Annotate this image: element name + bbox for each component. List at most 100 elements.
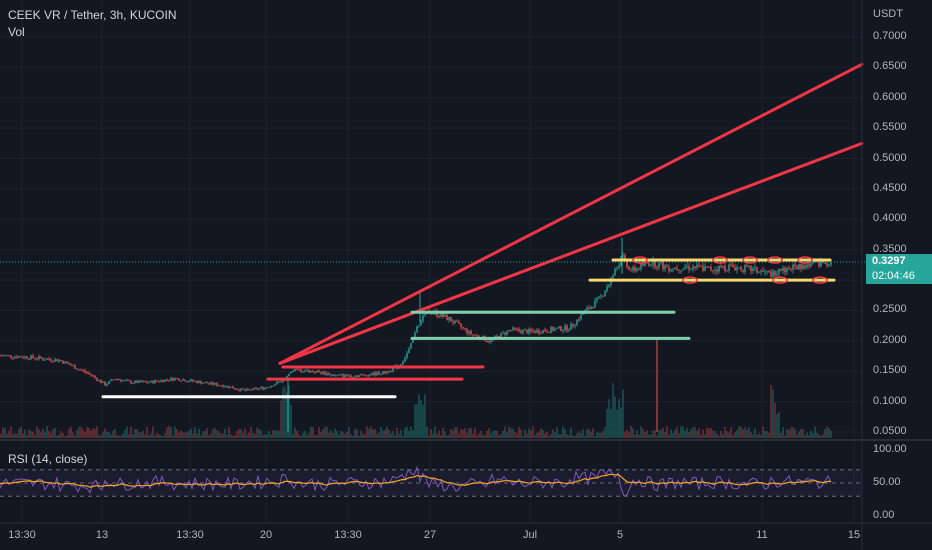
volume-bar <box>478 433 480 438</box>
volume-bar <box>280 400 282 438</box>
candle-body <box>112 379 114 381</box>
candle-body <box>16 356 18 358</box>
candle-body <box>34 357 36 359</box>
volume-bar <box>308 433 310 438</box>
volume-bar <box>588 429 590 438</box>
volume-bar <box>712 430 714 438</box>
volume-bar <box>578 431 580 438</box>
volume-bar <box>724 426 726 438</box>
touch-marker <box>767 256 783 264</box>
volume-bar <box>740 427 742 438</box>
candle-body <box>706 266 708 268</box>
candle-body <box>460 323 462 328</box>
candle-body <box>344 374 346 377</box>
volume-bar <box>106 432 108 438</box>
rsi-pane[interactable] <box>0 465 862 497</box>
volume-bar <box>700 434 702 438</box>
volume-bar <box>250 426 252 438</box>
candle-body <box>356 375 358 377</box>
candle-body <box>712 270 714 272</box>
candle-body <box>718 265 720 272</box>
volume-bar <box>116 434 118 438</box>
touch-marker <box>812 276 828 284</box>
candle-body <box>618 265 620 268</box>
candle-body <box>140 380 142 382</box>
volume-bar <box>602 430 604 438</box>
volume-bar <box>128 433 130 438</box>
candle-body <box>318 370 320 372</box>
rsi-label[interactable]: RSI (14, close) <box>8 452 88 466</box>
volume-bar <box>68 428 70 438</box>
candle-body <box>546 331 548 333</box>
candle-body <box>458 321 460 324</box>
volume-bar <box>548 435 550 438</box>
volume-bar <box>322 429 324 438</box>
volume-bar <box>220 433 222 438</box>
volume-bar <box>708 428 710 438</box>
candle-body <box>98 379 100 381</box>
volume-bar <box>788 429 790 438</box>
volume-bar <box>610 409 612 438</box>
volume-bar <box>100 435 102 438</box>
candle-body <box>700 265 702 267</box>
volume-bar <box>92 428 94 438</box>
candle-body <box>348 375 350 377</box>
volume-bar <box>608 399 610 438</box>
price-tick-label: 0.4500 <box>873 181 907 194</box>
candle-body <box>230 386 232 388</box>
candle-body <box>470 330 472 335</box>
candle-body <box>440 313 442 317</box>
volume-bar <box>136 428 138 438</box>
volume-bar <box>626 430 628 438</box>
volume-bar <box>248 432 250 438</box>
volume-bar <box>772 389 774 438</box>
volume-bar <box>158 433 160 438</box>
candle-body <box>24 356 26 358</box>
candle-body <box>122 380 124 382</box>
candle-body <box>552 327 554 331</box>
symbol-title[interactable]: CEEK VR / Tether, 3h, KUCOIN <box>8 8 177 22</box>
volume-bar <box>112 430 114 438</box>
volume-bar <box>320 431 322 438</box>
volume-bar <box>310 426 312 438</box>
candle-body <box>662 261 664 269</box>
volume-bar <box>616 409 618 438</box>
candle-body <box>330 374 332 376</box>
volume-bar <box>536 432 538 438</box>
volume-bar <box>522 435 524 438</box>
candle-body <box>736 267 738 271</box>
candle-body <box>52 360 54 362</box>
volume-bar <box>296 430 298 438</box>
volume-bar <box>524 429 526 438</box>
volume-bar <box>208 435 210 438</box>
candle-body <box>820 260 822 267</box>
volume-bar <box>102 432 104 438</box>
candle-body <box>118 379 120 381</box>
volume-bar <box>752 434 754 438</box>
volume-bar <box>492 431 494 438</box>
volume-bar <box>734 432 736 438</box>
volume-bar <box>146 426 148 438</box>
volume-bar <box>154 435 156 438</box>
volume-bar <box>54 427 56 438</box>
volume-bar <box>134 428 136 438</box>
candle-body <box>518 328 520 331</box>
candle-body <box>536 330 538 333</box>
candle-body <box>346 374 348 376</box>
touch-marker <box>742 256 758 264</box>
price-tick-label: 0.1000 <box>873 394 907 407</box>
volume-bar <box>630 426 632 438</box>
price-tick-label: 0.0500 <box>873 425 907 437</box>
candle-body <box>210 382 212 384</box>
volume-label[interactable]: Vol <box>8 25 25 39</box>
candle-body <box>448 317 450 321</box>
drawn-lines[interactable] <box>101 62 864 399</box>
candle-body <box>324 371 326 375</box>
candle-body <box>424 314 426 316</box>
candle-body <box>274 384 276 386</box>
volume-bar <box>218 431 220 438</box>
candle-body <box>778 269 780 274</box>
volume-bar <box>60 431 62 438</box>
candle-body <box>580 314 582 320</box>
